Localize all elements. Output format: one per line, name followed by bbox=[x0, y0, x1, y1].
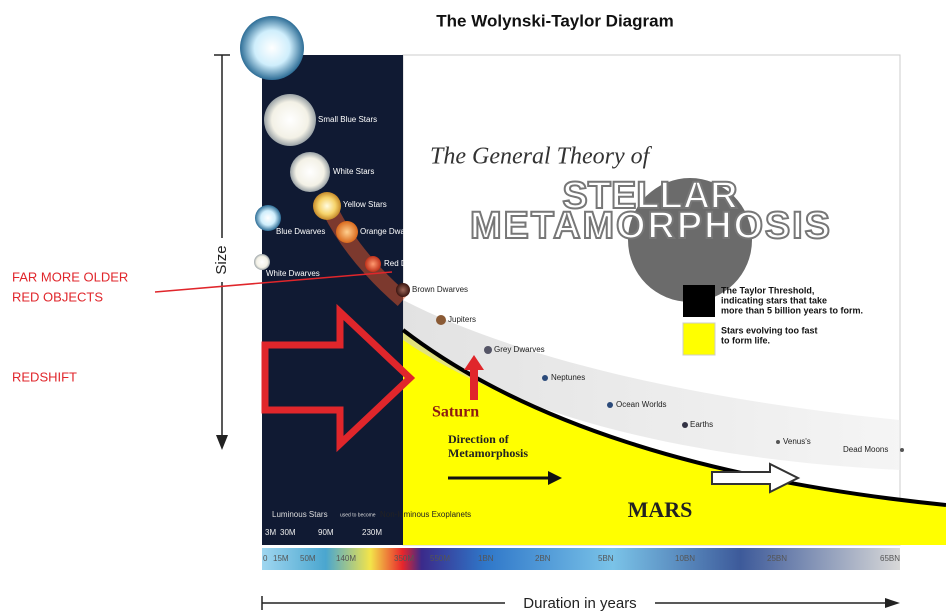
scale-label: 230M bbox=[362, 528, 382, 537]
duration-axis-arrow bbox=[885, 598, 900, 608]
object-label: Jupiters bbox=[448, 315, 476, 324]
scale-label: 50M bbox=[300, 554, 316, 563]
scale-label: 5BN bbox=[598, 554, 614, 563]
scale-label: 15M bbox=[273, 554, 289, 563]
star bbox=[396, 283, 410, 297]
object-label: White Dwarves bbox=[266, 269, 320, 278]
object-label: Ocean Worlds bbox=[616, 400, 667, 409]
legend-text: more than 5 billion years to form. bbox=[721, 305, 863, 315]
star bbox=[336, 221, 358, 243]
planet bbox=[436, 315, 446, 325]
star bbox=[240, 16, 304, 80]
annotation: REDSHIFT bbox=[12, 369, 77, 384]
title: The Wolynski-Taylor Diagram bbox=[436, 11, 673, 30]
planet bbox=[682, 422, 688, 428]
star bbox=[254, 254, 270, 270]
star bbox=[313, 192, 341, 220]
x-axis-label: Duration in years bbox=[523, 595, 636, 612]
legend-text: Stars evolving too fast bbox=[721, 325, 818, 335]
scale-label: 25BN bbox=[767, 554, 787, 563]
legend-swatch bbox=[683, 323, 715, 355]
mars-label: MARS bbox=[628, 497, 693, 522]
scale-label: 550M bbox=[430, 554, 450, 563]
caption: Non-luminous Exoplanets bbox=[380, 510, 471, 519]
object-label: Blue Giants bbox=[312, 43, 353, 52]
object-label: Neptunes bbox=[551, 373, 585, 382]
object-label: White Stars bbox=[333, 167, 374, 176]
direction-label: Metamorphosis bbox=[448, 446, 528, 460]
annotation: RED OBJECTS bbox=[12, 289, 103, 304]
subtitle: The General Theory of bbox=[430, 144, 653, 170]
caption: used to become bbox=[340, 512, 376, 518]
diagram: The Wolynski-Taylor Diagram Size Duratio… bbox=[0, 0, 946, 614]
scale-label: 1BN bbox=[478, 554, 494, 563]
object-label: Venus's bbox=[783, 437, 811, 446]
y-axis-label: Size bbox=[213, 245, 230, 274]
object-label: Yellow Stars bbox=[343, 200, 387, 209]
caption: Luminous Stars bbox=[272, 510, 328, 519]
saturn-label: Saturn bbox=[432, 404, 479, 421]
scale-label: 0 bbox=[263, 554, 268, 563]
object-label: Dead Moons bbox=[843, 445, 888, 454]
planet bbox=[900, 448, 904, 452]
object-label: Small Blue Stars bbox=[318, 115, 377, 124]
scale-label: 2BN bbox=[535, 554, 551, 563]
scale-label: 90M bbox=[318, 528, 334, 537]
header-line: METAMORPHOSIS bbox=[470, 205, 830, 247]
scale-label: 65BN bbox=[880, 554, 900, 563]
planet bbox=[542, 375, 548, 381]
object-label: Earths bbox=[690, 420, 713, 429]
object-label: Red Dwarves bbox=[384, 259, 432, 268]
star bbox=[264, 94, 316, 146]
scale-label: 10BN bbox=[675, 554, 695, 563]
scale-label: 140M bbox=[336, 554, 356, 563]
color-scale bbox=[262, 548, 900, 570]
legend-text: to form life. bbox=[721, 335, 770, 345]
scale-label: 30M bbox=[280, 528, 296, 537]
legend-text: The Taylor Threshold, bbox=[721, 285, 814, 295]
planet bbox=[776, 440, 780, 444]
object-label: Grey Dwarves bbox=[494, 345, 545, 354]
object-label: Blue Dwarves bbox=[276, 227, 325, 236]
legend-swatch bbox=[683, 285, 715, 317]
annotation: FAR MORE OLDER bbox=[12, 269, 128, 284]
scale-label: 3M bbox=[265, 528, 276, 537]
star bbox=[365, 256, 381, 272]
planet bbox=[607, 402, 613, 408]
direction-label: Direction of bbox=[448, 432, 510, 446]
legend-text: indicating stars that take bbox=[721, 295, 827, 305]
scale-label: 350M bbox=[394, 554, 414, 563]
object-label: Orange Dwarves bbox=[360, 227, 420, 236]
object-label: Brown Dwarves bbox=[412, 285, 468, 294]
planet bbox=[484, 346, 492, 354]
size-axis-arrow bbox=[216, 435, 228, 450]
star bbox=[290, 152, 330, 192]
